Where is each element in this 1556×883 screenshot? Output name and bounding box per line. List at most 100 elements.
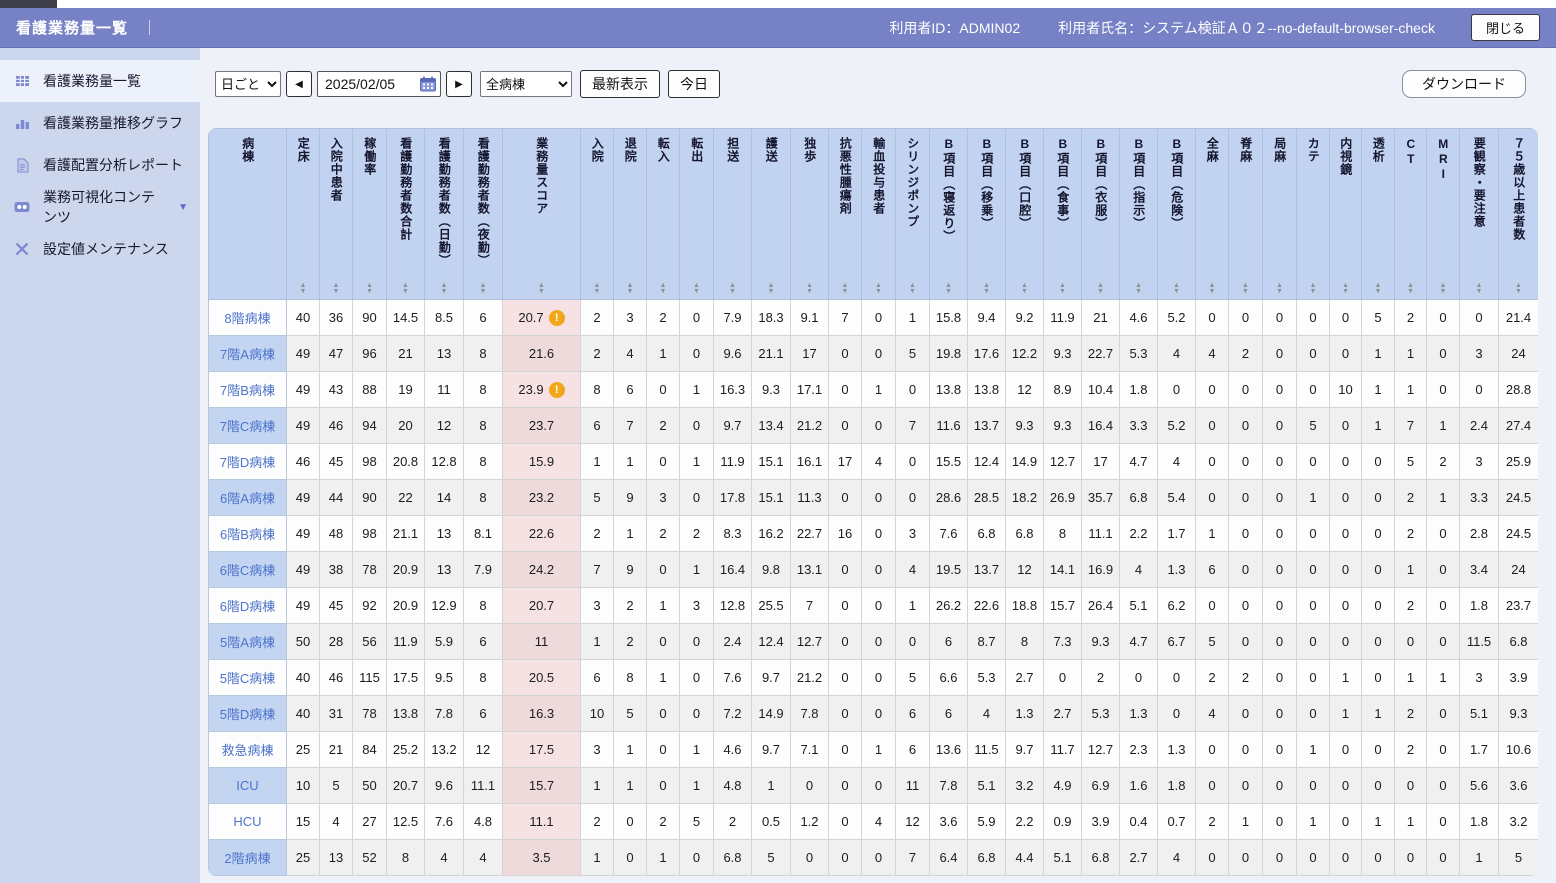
ward-cell[interactable]: 2階病棟 bbox=[208, 839, 287, 876]
download-button[interactable]: ダウンロード bbox=[1402, 70, 1526, 98]
data-cell: 46 bbox=[286, 443, 320, 480]
column-header-8[interactable]: 入院 ▲ ▼ bbox=[580, 128, 614, 300]
column-header-18[interactable]: B項目（寝返り） ▲ ▼ bbox=[929, 128, 968, 300]
sort-icon: ▲ ▼ bbox=[366, 282, 373, 295]
close-button[interactable]: 閉じる bbox=[1470, 14, 1540, 41]
column-header-21[interactable]: B項目（食事） ▲ ▼ bbox=[1043, 128, 1082, 300]
data-cell: 11.3 bbox=[790, 479, 829, 516]
column-header-33[interactable]: 要観察・要注意 ▲ ▼ bbox=[1459, 128, 1499, 300]
data-cell: 3 bbox=[679, 587, 714, 624]
ward-cell[interactable]: 5階A病棟 bbox=[208, 623, 287, 660]
column-header-9[interactable]: 退院 ▲ ▼ bbox=[613, 128, 647, 300]
column-label: 業務量スコア bbox=[534, 137, 549, 215]
data-cell: 115 bbox=[352, 659, 387, 696]
data-cell: 6 bbox=[463, 299, 503, 336]
column-header-6[interactable]: 看護勤務者数（夜勤） ▲ ▼ bbox=[463, 128, 503, 300]
ward-cell[interactable]: 8階病棟 bbox=[208, 299, 287, 336]
column-header-2[interactable]: 入院中患者 ▲ ▼ bbox=[319, 128, 353, 300]
column-header-12[interactable]: 担送 ▲ ▼ bbox=[713, 128, 752, 300]
column-header-30[interactable]: 透析 ▲ ▼ bbox=[1361, 128, 1395, 300]
data-cell: 5 bbox=[679, 803, 714, 840]
data-cell: 2 bbox=[1426, 443, 1460, 480]
column-header-16[interactable]: 輸血投与患者 ▲ ▼ bbox=[861, 128, 896, 300]
column-header-7[interactable]: 業務量スコア ▲ ▼ bbox=[502, 128, 581, 300]
sidebar-item-2[interactable]: 看護配置分析レポート bbox=[0, 144, 200, 186]
period-select[interactable]: 日ごと bbox=[215, 71, 281, 97]
data-cell: 7.1 bbox=[790, 731, 829, 768]
column-header-3[interactable]: 稼働率 ▲ ▼ bbox=[352, 128, 387, 300]
column-header-15[interactable]: 抗悪性腫瘍剤 ▲ ▼ bbox=[828, 128, 862, 300]
data-cell: 0 bbox=[1195, 407, 1229, 444]
ward-cell[interactable]: 5階D病棟 bbox=[208, 695, 287, 732]
data-cell: 1 bbox=[1228, 803, 1263, 840]
sidebar-item-1[interactable]: 看護業務量推移グラフ bbox=[0, 102, 200, 144]
data-cell: 3.6 bbox=[929, 803, 968, 840]
data-cell: 14 bbox=[424, 479, 464, 516]
column-header-28[interactable]: カテ ▲ ▼ bbox=[1296, 128, 1330, 300]
column-header-14[interactable]: 独歩 ▲ ▼ bbox=[790, 128, 829, 300]
data-cell: 4 bbox=[1195, 335, 1229, 372]
column-header-13[interactable]: 護送 ▲ ▼ bbox=[751, 128, 791, 300]
data-cell: 0 bbox=[1195, 371, 1229, 408]
ward-select[interactable]: 全病棟 bbox=[480, 71, 572, 97]
sidebar-item-0[interactable]: 看護業務量一覧 bbox=[0, 60, 200, 102]
column-header-31[interactable]: CT ▲ ▼ bbox=[1394, 128, 1427, 300]
column-header-10[interactable]: 転入 ▲ ▼ bbox=[646, 128, 680, 300]
data-cell: 13 bbox=[319, 839, 353, 876]
column-header-19[interactable]: B項目（移乗） ▲ ▼ bbox=[967, 128, 1006, 300]
sort-icon: ▲ ▼ bbox=[538, 282, 545, 295]
ward-cell[interactable]: 6階A病棟 bbox=[208, 479, 287, 516]
ward-cell[interactable]: 救急病棟 bbox=[208, 731, 287, 768]
ward-cell[interactable]: 6階C病棟 bbox=[208, 551, 287, 588]
data-cell: 20.5 bbox=[502, 659, 581, 696]
ward-cell[interactable]: HCU bbox=[208, 803, 287, 840]
ward-cell[interactable]: 7階A病棟 bbox=[208, 335, 287, 372]
next-date-button[interactable]: ▶ bbox=[446, 71, 472, 97]
column-label: B項目（寝返り） bbox=[941, 137, 956, 243]
data-cell: 2 bbox=[713, 803, 752, 840]
data-cell: 25 bbox=[286, 839, 320, 876]
calendar-icon[interactable] bbox=[420, 76, 436, 92]
column-header-32[interactable]: MRI ▲ ▼ bbox=[1426, 128, 1460, 300]
chevron-down-icon: ▼ bbox=[178, 201, 188, 213]
column-header-20[interactable]: B項目（口腔） ▲ ▼ bbox=[1005, 128, 1044, 300]
data-cell: 4 bbox=[424, 839, 464, 876]
ward-cell[interactable]: 7階B病棟 bbox=[208, 371, 287, 408]
column-header-26[interactable]: 脊麻 ▲ ▼ bbox=[1228, 128, 1263, 300]
ward-cell[interactable]: ICU bbox=[208, 767, 287, 804]
column-header-34[interactable]: ７５歳以上患者数 ▲ ▼ bbox=[1498, 128, 1538, 300]
data-cell: 17.1 bbox=[790, 371, 829, 408]
data-cell: 49 bbox=[286, 407, 320, 444]
sidebar-item-3[interactable]: 業務可視化コンテンツ ▼ bbox=[0, 186, 200, 228]
data-cell: 1 bbox=[1394, 803, 1427, 840]
column-header-27[interactable]: 局麻 ▲ ▼ bbox=[1262, 128, 1297, 300]
ward-cell[interactable]: 6階B病棟 bbox=[208, 515, 287, 552]
column-header-5[interactable]: 看護勤務者数（日勤） ▲ ▼ bbox=[424, 128, 464, 300]
column-header-25[interactable]: 全麻 ▲ ▼ bbox=[1195, 128, 1229, 300]
data-cell: 0 bbox=[828, 479, 862, 516]
column-header-17[interactable]: シリンジポンプ ▲ ▼ bbox=[895, 128, 930, 300]
sidebar-item-4[interactable]: 設定値メンテナンス bbox=[0, 228, 200, 270]
data-cell: 0 bbox=[1262, 515, 1297, 552]
data-cell: 0 bbox=[1329, 515, 1362, 552]
data-cell: 7.2 bbox=[713, 695, 752, 732]
column-header-24[interactable]: B項目（危険） ▲ ▼ bbox=[1157, 128, 1196, 300]
column-header-1[interactable]: 定床 ▲ ▼ bbox=[286, 128, 320, 300]
column-header-22[interactable]: B項目（衣服） ▲ ▼ bbox=[1081, 128, 1120, 300]
ward-cell[interactable]: 5階C病棟 bbox=[208, 659, 287, 696]
column-header-29[interactable]: 内視鏡 ▲ ▼ bbox=[1329, 128, 1362, 300]
ward-cell[interactable]: 6階D病棟 bbox=[208, 587, 287, 624]
column-header-4[interactable]: 看護勤務者数合計 ▲ ▼ bbox=[386, 128, 425, 300]
sidebar-item-label: 業務可視化コンテンツ bbox=[43, 189, 155, 225]
data-cell: 5.4 bbox=[1157, 479, 1196, 516]
refresh-button[interactable]: 最新表示 bbox=[580, 70, 660, 98]
data-cell: 0 bbox=[1361, 443, 1395, 480]
today-button[interactable]: 今日 bbox=[668, 70, 720, 98]
prev-date-button[interactable]: ◀ bbox=[286, 71, 312, 97]
column-header-11[interactable]: 転出 ▲ ▼ bbox=[679, 128, 714, 300]
ward-cell[interactable]: 7階D病棟 bbox=[208, 443, 287, 480]
column-header-23[interactable]: B項目（指示） ▲ ▼ bbox=[1119, 128, 1158, 300]
data-cell: 0 bbox=[613, 803, 647, 840]
data-cell: 0 bbox=[1262, 587, 1297, 624]
ward-cell[interactable]: 7階C病棟 bbox=[208, 407, 287, 444]
